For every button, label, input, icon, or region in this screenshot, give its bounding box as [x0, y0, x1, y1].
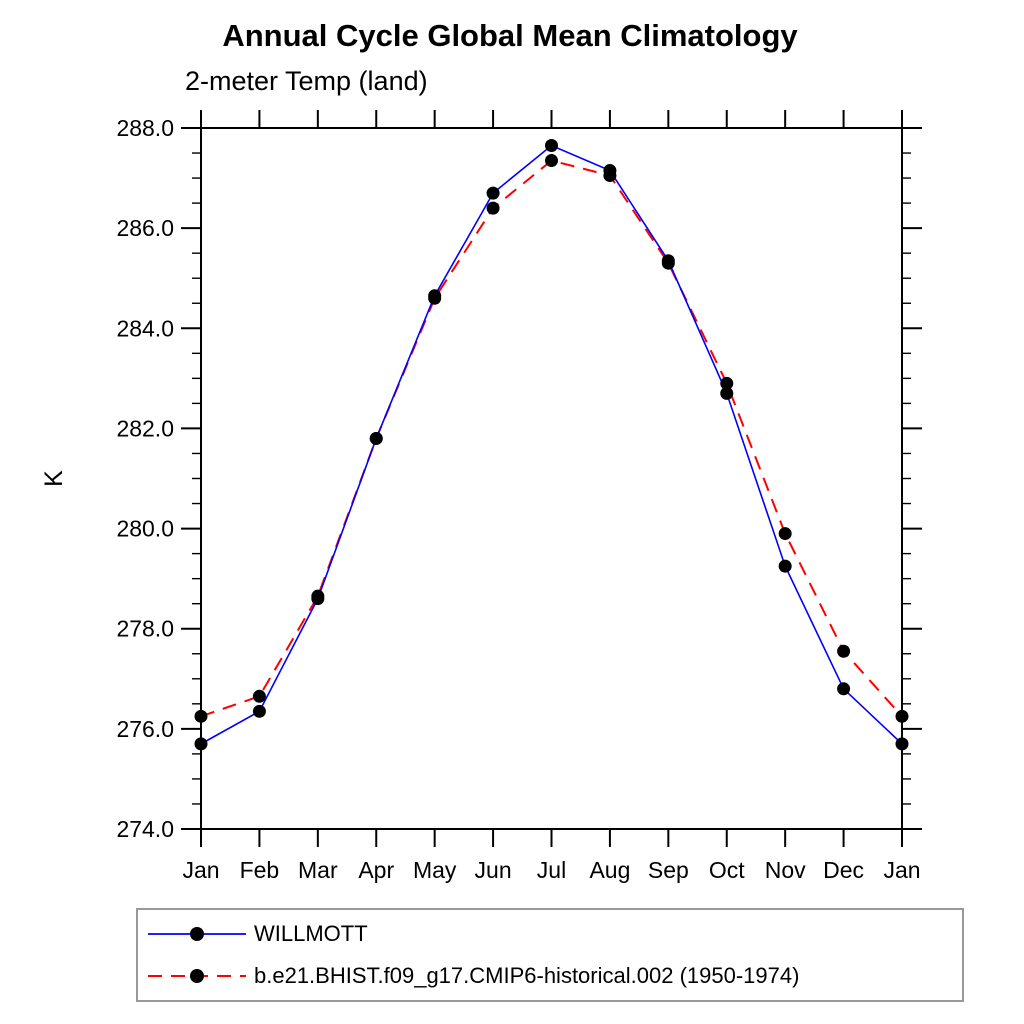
x-tick-label: Sep [648, 857, 689, 883]
x-tick-label: Dec [823, 857, 864, 883]
y-tick-label: 280.0 [116, 516, 174, 542]
x-tick-label: Oct [709, 857, 745, 883]
x-tick-label: Jan [883, 857, 920, 883]
data-point-marker-series-1 [837, 644, 851, 658]
legend: WILLMOTT b.e21.BHIST.f09_g17.CMIP6-histo… [136, 908, 964, 1002]
chart-title: Annual Cycle Global Mean Climatology [222, 18, 798, 53]
data-point-marker-series-1 [486, 201, 500, 215]
chart-subtitle: 2-meter Temp (land) [185, 66, 428, 96]
y-tick-label: 278.0 [116, 616, 174, 642]
data-point-marker-series-0 [545, 139, 558, 153]
y-tick-label: 276.0 [116, 716, 174, 742]
legend-label-model: b.e21.BHIST.f09_g17.CMIP6-historical.002… [254, 963, 800, 988]
legend-label-willmott: WILLMOTT [254, 921, 368, 946]
data-point-marker-series-0 [311, 592, 325, 606]
x-tick-label: Jul [537, 857, 566, 883]
y-tick-label: 274.0 [116, 816, 174, 842]
x-tick-label: Nov [765, 857, 806, 883]
y-tick-label: 286.0 [116, 215, 174, 241]
y-tick-label: 284.0 [116, 315, 174, 341]
data-point-marker-series-0 [837, 682, 851, 696]
x-tick-label: Apr [358, 857, 394, 883]
data-point-marker-series-0 [486, 186, 500, 200]
x-tick-label: Mar [298, 857, 338, 883]
x-tick-label: Feb [240, 857, 280, 883]
plot-frame [200, 127, 903, 830]
data-point-marker-series-1 [545, 154, 558, 168]
series-line-0 [200, 144, 903, 745]
x-tick-label: Jun [475, 857, 512, 883]
data-point-marker-series-0 [252, 704, 266, 718]
y-tick-label: 282.0 [116, 415, 174, 441]
data-point-marker-series-0 [720, 386, 734, 400]
data-point-marker-series-0 [778, 559, 792, 573]
series-line-1 [200, 159, 903, 718]
legend-row-willmott: WILLMOTT [138, 914, 962, 954]
y-tick-label: 288.0 [116, 115, 174, 141]
data-point-marker-series-1 [252, 689, 266, 703]
legend-marker-dot-icon [190, 927, 204, 941]
data-point-marker-series-0 [194, 737, 208, 751]
data-point-marker-series-0 [895, 737, 909, 751]
legend-sample-willmott [148, 927, 246, 941]
legend-row-model: b.e21.BHIST.f09_g17.CMIP6-historical.002… [138, 956, 962, 996]
legend-sample-model [148, 969, 246, 983]
x-tick-label: May [413, 857, 457, 883]
data-point-marker-series-1 [778, 527, 792, 541]
data-point-marker-series-1 [720, 376, 734, 390]
x-tick-label: Aug [589, 857, 630, 883]
data-point-marker-series-1 [895, 709, 909, 723]
legend-marker-dot-icon [190, 969, 204, 983]
data-point-marker-series-0 [428, 289, 442, 303]
data-point-marker-series-0 [661, 254, 675, 268]
x-tick-label: Jan [182, 857, 219, 883]
data-point-marker-series-1 [194, 709, 208, 723]
data-point-marker-series-0 [603, 164, 617, 178]
data-point-marker-series-0 [369, 431, 383, 445]
